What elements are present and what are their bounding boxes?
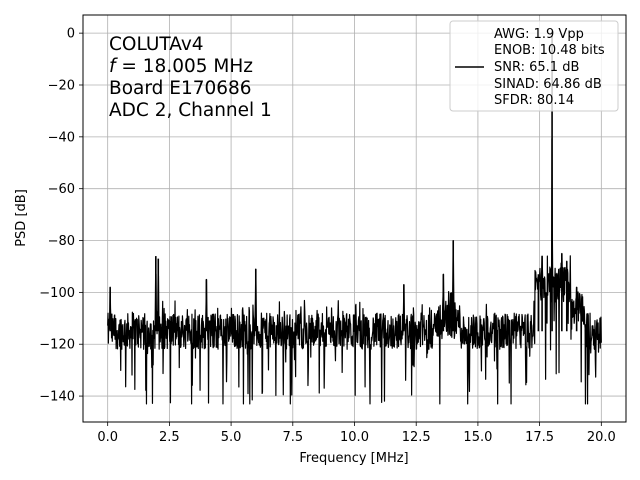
annotation-frequency: f = 18.005 MHz bbox=[109, 56, 253, 77]
legend-entry-snr: SNR: 65.1 dB bbox=[494, 60, 579, 75]
y-axis-label: PSD [dB] bbox=[14, 189, 29, 247]
annotation-board: Board E170686 bbox=[109, 78, 252, 99]
annotation-frequency-value: = 18.005 MHz bbox=[116, 56, 253, 77]
x-axis: 0.0 2.5 5.0 7.5 10.0 12.5 15.0 17.5 20.0 bbox=[97, 422, 616, 445]
y-tick-label: −40 bbox=[48, 130, 75, 145]
legend-entry-enob: ENOB: 10.48 bits bbox=[494, 43, 605, 58]
x-axis-label: Frequency [MHz] bbox=[299, 451, 408, 466]
x-tick-label: 0.0 bbox=[97, 430, 118, 445]
y-tick-label: −60 bbox=[48, 182, 75, 197]
legend-entry-awg: AWG: 1.9 Vpp bbox=[494, 27, 584, 42]
y-tick-label: −80 bbox=[48, 234, 75, 249]
y-tick-label: −20 bbox=[48, 78, 75, 93]
annotation-block: COLUTAv4 f = 18.005 MHz Board E170686 AD… bbox=[109, 34, 272, 121]
annotation-chip-name: COLUTAv4 bbox=[109, 34, 204, 55]
y-tick-label: −140 bbox=[39, 390, 75, 405]
y-tick-label: −120 bbox=[39, 338, 75, 353]
x-tick-label: 17.5 bbox=[525, 430, 554, 445]
series-psd bbox=[107, 34, 602, 405]
annotation-adc-channel: ADC 2, Channel 1 bbox=[109, 100, 272, 121]
legend: AWG: 1.9 Vpp ENOB: 10.48 bits SNR: 65.1 … bbox=[449, 20, 619, 112]
y-tick-label: −100 bbox=[39, 286, 75, 301]
x-tick-label: 15.0 bbox=[463, 430, 492, 445]
x-tick-label: 2.5 bbox=[159, 430, 180, 445]
x-tick-label: 12.5 bbox=[402, 430, 431, 445]
x-tick-label: 10.0 bbox=[340, 430, 369, 445]
y-tick-label: 0 bbox=[67, 27, 75, 42]
x-tick-label: 5.0 bbox=[221, 430, 242, 445]
x-tick-label: 7.5 bbox=[282, 430, 303, 445]
legend-box bbox=[449, 20, 619, 112]
psd-trace bbox=[107, 138, 602, 405]
legend-entry-sfdr: SFDR: 80.14 bbox=[494, 93, 574, 108]
annotation-frequency-var: f bbox=[109, 56, 118, 77]
y-axis: 0 −20 −40 −60 −80 −100 −120 −140 bbox=[39, 27, 83, 405]
x-tick-label: 20.0 bbox=[587, 430, 616, 445]
legend-entry-sinad: SINAD: 64.86 dB bbox=[494, 77, 602, 92]
